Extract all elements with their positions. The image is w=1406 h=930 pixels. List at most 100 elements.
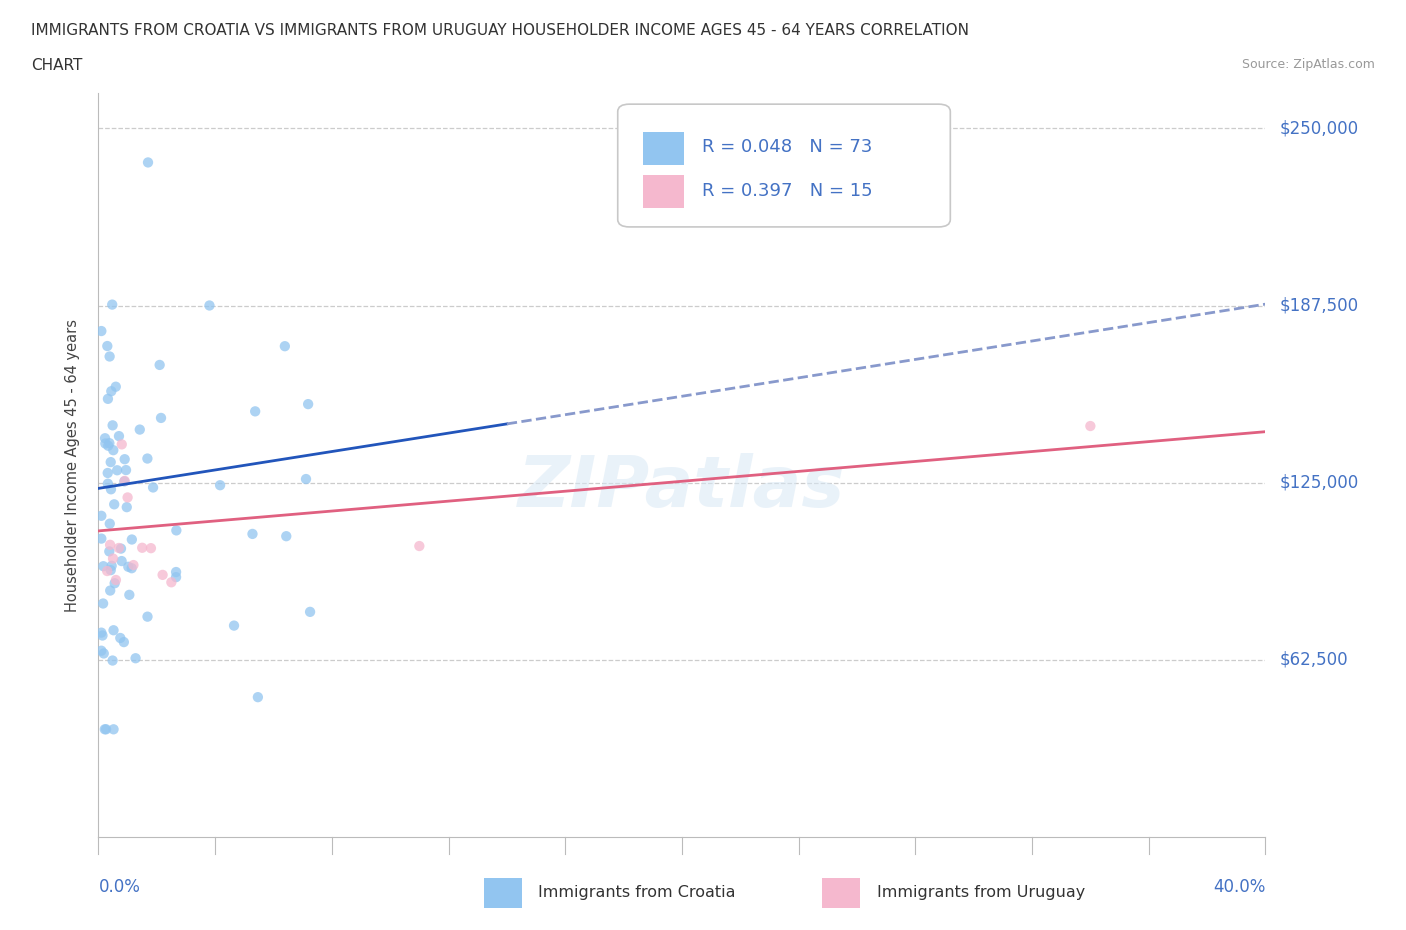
Point xyxy=(276,529,298,544)
Point xyxy=(139,540,162,555)
Point xyxy=(108,540,131,555)
Text: R = 0.397   N = 15: R = 0.397 N = 15 xyxy=(702,182,872,200)
Point xyxy=(246,690,269,705)
Text: $62,500: $62,500 xyxy=(1279,651,1348,669)
Point xyxy=(101,418,124,432)
Text: Source: ZipAtlas.com: Source: ZipAtlas.com xyxy=(1241,58,1375,71)
FancyBboxPatch shape xyxy=(617,104,950,227)
Point xyxy=(96,564,118,578)
Point xyxy=(97,392,120,406)
Point xyxy=(297,397,319,412)
Point xyxy=(1080,418,1102,433)
Point xyxy=(160,575,183,590)
Point xyxy=(222,618,245,633)
Text: $187,500: $187,500 xyxy=(1279,297,1358,314)
Text: 40.0%: 40.0% xyxy=(1213,878,1265,896)
Point xyxy=(104,573,127,588)
Point xyxy=(103,497,125,512)
Point xyxy=(243,404,266,418)
Point xyxy=(105,463,128,478)
Point xyxy=(209,478,232,493)
Point xyxy=(124,651,146,666)
Point xyxy=(115,499,138,514)
Point xyxy=(274,339,297,353)
Point xyxy=(90,644,112,658)
Point xyxy=(408,538,430,553)
Point xyxy=(90,531,112,546)
Point xyxy=(103,722,125,737)
Text: 0.0%: 0.0% xyxy=(98,878,141,896)
Point xyxy=(91,559,114,574)
Point xyxy=(97,438,120,453)
Point xyxy=(131,540,153,555)
Point xyxy=(100,384,122,399)
Point xyxy=(101,298,124,312)
Point xyxy=(142,480,165,495)
Y-axis label: Householder Income Ages 45 - 64 years: Householder Income Ages 45 - 64 years xyxy=(65,318,80,612)
Point xyxy=(198,298,221,312)
Point xyxy=(98,538,121,552)
Text: $125,000: $125,000 xyxy=(1279,473,1358,492)
Point xyxy=(136,451,159,466)
Point xyxy=(110,541,132,556)
Point xyxy=(136,609,159,624)
Point xyxy=(114,452,136,467)
Text: Immigrants from Croatia: Immigrants from Croatia xyxy=(538,885,735,900)
Point xyxy=(111,437,134,452)
Point xyxy=(115,462,138,477)
Point xyxy=(94,436,117,451)
Point xyxy=(103,623,125,638)
Point xyxy=(98,436,121,451)
Point xyxy=(90,324,112,339)
Point xyxy=(90,509,112,524)
Point xyxy=(112,634,135,649)
Point xyxy=(117,559,139,574)
Point xyxy=(98,544,121,559)
Point xyxy=(117,490,139,505)
Point xyxy=(128,422,150,437)
Point xyxy=(100,455,122,470)
Point xyxy=(101,653,124,668)
Text: IMMIGRANTS FROM CROATIA VS IMMIGRANTS FROM URUGUAY HOUSEHOLDER INCOME AGES 45 - : IMMIGRANTS FROM CROATIA VS IMMIGRANTS FR… xyxy=(31,23,969,38)
Point xyxy=(100,482,122,497)
Point xyxy=(152,567,174,582)
Point xyxy=(112,474,135,489)
Point xyxy=(114,473,136,488)
Text: $250,000: $250,000 xyxy=(1279,119,1358,138)
Point xyxy=(96,339,118,353)
Point xyxy=(149,357,172,372)
Point xyxy=(299,604,322,619)
Point xyxy=(91,628,114,643)
Point xyxy=(93,646,115,661)
Point xyxy=(121,532,143,547)
Point xyxy=(103,443,125,458)
Bar xyxy=(823,878,860,908)
Point xyxy=(98,349,121,364)
Point xyxy=(136,155,159,170)
Point xyxy=(165,565,187,579)
Point xyxy=(91,596,114,611)
Point xyxy=(150,410,173,425)
Bar xyxy=(644,132,685,166)
Point xyxy=(94,431,117,445)
Point xyxy=(295,472,318,486)
Text: CHART: CHART xyxy=(31,58,83,73)
Point xyxy=(165,523,187,538)
Text: Immigrants from Uruguay: Immigrants from Uruguay xyxy=(877,885,1085,900)
Point xyxy=(94,722,117,737)
Text: R = 0.048   N = 73: R = 0.048 N = 73 xyxy=(702,139,872,156)
Point xyxy=(97,466,120,481)
Point xyxy=(100,563,122,578)
Point xyxy=(101,551,124,566)
Point xyxy=(111,553,134,568)
Bar xyxy=(484,878,522,908)
Point xyxy=(90,625,112,640)
Point xyxy=(110,631,132,645)
Point xyxy=(118,588,141,603)
Point xyxy=(97,476,120,491)
Point xyxy=(121,561,143,576)
Point xyxy=(98,516,121,531)
Point xyxy=(98,583,121,598)
Point xyxy=(122,558,145,573)
Point xyxy=(104,576,127,591)
